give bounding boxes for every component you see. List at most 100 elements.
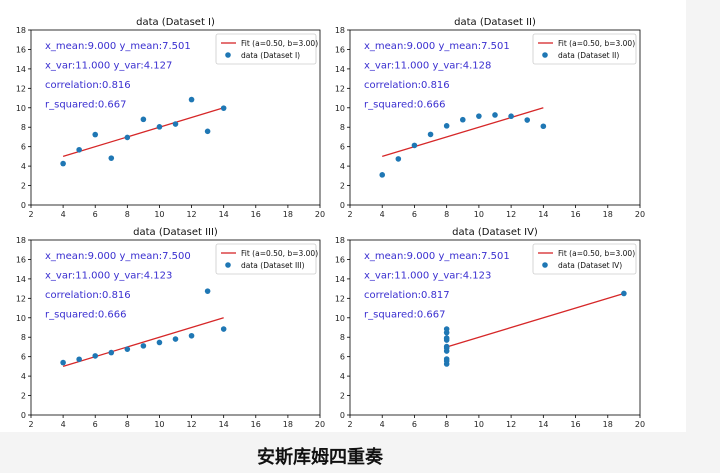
data-point	[220, 105, 227, 111]
data-point	[124, 134, 131, 141]
y-tick-label: 4	[21, 162, 26, 171]
y-tick-label: 2	[21, 182, 26, 191]
data-point	[508, 113, 514, 120]
data-point	[140, 116, 147, 123]
legend-box	[215, 33, 317, 65]
data-point	[459, 116, 466, 123]
x-tick-label: 2	[347, 210, 352, 219]
fit-line	[446, 292, 625, 348]
subplot-title: data (Dataset IV)	[452, 227, 538, 238]
subplot-title: data (Dataset I)	[136, 17, 215, 28]
data-point	[443, 329, 450, 336]
y-tick-label: 10	[16, 314, 26, 323]
data-point	[524, 117, 531, 123]
x-tick-label: 4	[380, 420, 385, 429]
subplot-3: data (Dataset III)2 4 6 8 10 12 14 16 18 20024681…	[16, 227, 325, 429]
subplot-title: data (Dataset II)	[454, 17, 536, 28]
data-point	[172, 121, 179, 127]
x-tick-label: 8	[125, 420, 130, 429]
y-tick-label: 14	[16, 275, 26, 284]
y-tick-label: 18	[335, 26, 345, 35]
x-tick-label: 8	[125, 210, 130, 219]
x-tick-label: 4	[61, 420, 66, 429]
x-tick-label: 2	[347, 420, 352, 429]
data-point	[220, 326, 227, 332]
legend-data-label: data (Dataset III)	[241, 261, 305, 270]
axes-frame	[30, 239, 321, 416]
axes-frame	[349, 29, 641, 206]
x-tick-label: 18	[283, 210, 293, 219]
y-tick-label: 8	[21, 333, 26, 342]
figure-title: 安斯库姆四重奏	[257, 447, 383, 468]
data-point	[108, 155, 115, 161]
y-tick-label: 18	[16, 236, 26, 245]
legend-data-swatch	[542, 262, 548, 268]
y-tick-label: 6	[21, 143, 26, 152]
legend-fit-label: Fit (a=0.50, b=3.00)	[558, 249, 635, 258]
y-tick-label: 14	[16, 65, 26, 74]
stats-text: r_squared:0.667	[45, 100, 127, 111]
subplot-4: data (Dataset IV)2 4 6 8 10 12 14 16 18 200246810…	[335, 227, 645, 429]
data-point	[140, 343, 147, 349]
y-tick-label: 12	[16, 84, 26, 93]
x-tick-label: 20	[635, 210, 645, 219]
legend-data-swatch	[542, 52, 548, 58]
y-tick-label: 10	[335, 314, 345, 323]
axes-frame	[30, 29, 321, 206]
data-point	[379, 172, 386, 178]
data-point	[156, 339, 163, 346]
x-tick-label: 2	[28, 210, 33, 219]
y-tick-label: 14	[335, 275, 345, 284]
x-tick-label: 20	[635, 420, 645, 429]
y-tick-label: 2	[340, 182, 345, 191]
data-point	[443, 358, 450, 364]
y-tick-label: 6	[340, 143, 345, 152]
subplots: data (Dataset I)2 4 6 8 10 12 14 16 18 2002468101…	[16, 17, 645, 429]
x-tick-label: 18	[603, 210, 613, 219]
x-tick-label: 12	[506, 210, 516, 219]
stats-text: x_mean:9.000 y_mean:7.501	[364, 41, 510, 52]
data-point	[476, 113, 482, 119]
y-tick-label: 2	[21, 392, 26, 401]
stats-text: r_squared:0.666	[45, 310, 127, 321]
stats-text: correlation:0.816	[364, 80, 450, 91]
fit-line	[62, 107, 224, 158]
data-point	[92, 131, 99, 138]
x-tick-label: 14	[219, 420, 229, 429]
legend-fit-label: Fit (a=0.50, b=3.00)	[558, 39, 635, 48]
y-tick-label: 4	[340, 372, 345, 381]
x-tick-label: 4	[380, 210, 385, 219]
x-tick-label: 18	[283, 420, 293, 429]
y-tick-label: 2	[340, 392, 345, 401]
subplot-1: data (Dataset I)2 4 6 8 10 12 14 16 18 2002468101…	[16, 17, 325, 219]
data-point	[427, 131, 434, 138]
axes-frame	[349, 239, 641, 416]
data-point	[108, 349, 115, 356]
y-tick-label: 8	[21, 123, 26, 132]
legend-box	[215, 243, 317, 275]
data-point	[443, 335, 450, 341]
x-tick-label: 12	[506, 420, 516, 429]
y-tick-label: 0	[340, 201, 345, 210]
x-tick-label: 16	[570, 210, 580, 219]
y-tick-label: 0	[21, 201, 26, 210]
data-point	[621, 290, 627, 297]
x-tick-label: 6	[412, 420, 417, 429]
y-tick-label: 6	[21, 353, 26, 362]
data-point	[492, 112, 498, 118]
y-tick-label: 14	[335, 65, 345, 74]
x-tick-label: 10	[474, 210, 484, 219]
data-point	[172, 336, 179, 342]
y-tick-label: 8	[340, 333, 345, 342]
stats-text: x_mean:9.000 y_mean:7.501	[364, 251, 510, 262]
x-tick-label: 16	[570, 420, 580, 429]
data-point	[443, 345, 450, 351]
x-tick-label: 12	[186, 210, 196, 219]
data-point	[76, 146, 82, 153]
data-point	[204, 128, 211, 135]
x-tick-label: 6	[93, 420, 98, 429]
stats-text: x_var:11.000 y_var:4.127	[45, 61, 172, 72]
x-tick-label: 10	[474, 420, 484, 429]
x-tick-label: 14	[219, 210, 229, 219]
data-point	[92, 353, 99, 359]
